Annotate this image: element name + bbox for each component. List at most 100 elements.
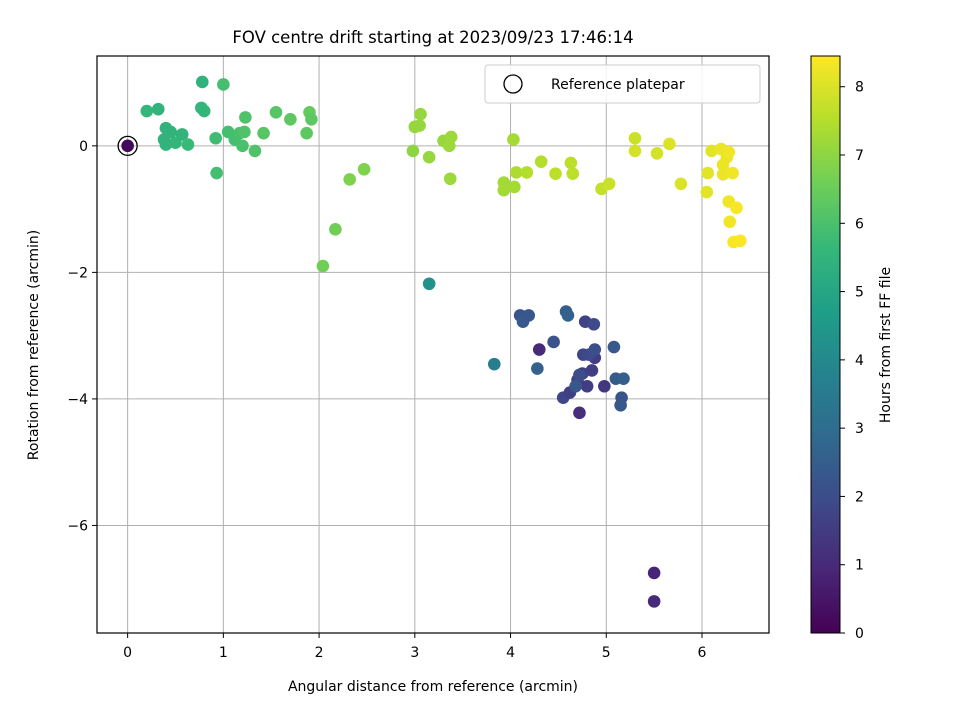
data-point — [121, 139, 134, 153]
data-point — [588, 343, 602, 356]
data-point — [300, 126, 313, 140]
data-point — [257, 126, 270, 140]
data-point — [647, 595, 661, 608]
x-tick-label: 3 — [410, 645, 419, 661]
data-point — [197, 104, 211, 118]
reference-marker — [117, 135, 138, 156]
data-point — [663, 137, 676, 151]
y-axis-label: Rotation from reference (arcmin) — [26, 230, 42, 460]
y-tick-label: 0 — [79, 139, 88, 155]
x-axis-label: Angular distance from reference (arcmin) — [288, 679, 578, 695]
colorbar-frame — [810, 55, 841, 634]
data-point — [534, 155, 548, 168]
y-tick-label: −6 — [67, 518, 88, 534]
data-point — [305, 112, 318, 126]
colorbar-label: Hours from first FF file — [878, 267, 894, 423]
y-tick-label: −4 — [67, 392, 88, 408]
data-point — [175, 128, 189, 141]
data-point — [531, 362, 544, 375]
colorbar-tick-label: 5 — [855, 285, 864, 301]
data-point — [628, 131, 642, 145]
data-point — [701, 166, 715, 180]
data-point — [566, 167, 580, 180]
data-point — [617, 372, 630, 385]
data-point — [195, 75, 209, 89]
legend-label: Reference platepar — [551, 77, 685, 93]
data-point — [316, 259, 330, 273]
data-point — [585, 364, 599, 377]
data-point — [573, 406, 586, 420]
data-point — [414, 107, 427, 121]
data-point — [507, 133, 520, 146]
data-point — [151, 102, 165, 116]
data-point — [357, 162, 371, 176]
reference-platepar-marker — [117, 135, 138, 156]
colorbar-tick-label: 8 — [855, 80, 864, 96]
data-point — [159, 138, 173, 151]
data-point — [209, 131, 223, 145]
data-point — [444, 130, 458, 144]
colorbar-tick-label: 4 — [855, 353, 864, 369]
data-point — [564, 156, 578, 170]
chart-title: FOV centre drift starting at 2023/09/23 … — [232, 28, 633, 47]
data-point — [509, 166, 523, 179]
x-tick-label: 1 — [219, 645, 228, 661]
data-point — [569, 379, 582, 393]
x-tick-label: 6 — [698, 645, 707, 661]
colorbar-tick-label: 1 — [855, 558, 864, 574]
data-point — [730, 201, 743, 215]
data-point — [497, 183, 511, 197]
colorbar: 0 1 2 3 4 5 6 7 8 Hours from first FF file — [810, 55, 894, 642]
data-point — [547, 335, 560, 349]
data-point — [628, 144, 642, 158]
data-point — [716, 168, 730, 181]
data-point — [650, 147, 664, 160]
data-point — [422, 277, 436, 291]
data-point — [140, 104, 154, 118]
data-point — [561, 309, 575, 322]
x-tick-label: 0 — [123, 645, 132, 661]
x-tick-label: 2 — [315, 645, 324, 661]
data-point — [422, 150, 436, 164]
data-point — [700, 185, 714, 199]
data-point — [549, 167, 562, 180]
data-point — [723, 215, 737, 229]
colorbar-tick-label: 0 — [855, 626, 864, 642]
data-point — [598, 379, 611, 393]
data-point — [487, 357, 501, 371]
data-point — [587, 317, 601, 331]
data-point — [181, 138, 195, 151]
legend: Reference platepar — [484, 64, 761, 104]
data-point — [580, 379, 594, 393]
data-point — [443, 172, 457, 186]
scatter-points — [121, 75, 747, 608]
data-point — [602, 177, 616, 191]
colorbar-gradient — [811, 56, 840, 633]
data-point — [614, 398, 627, 412]
colorbar-tick-label: 6 — [855, 216, 864, 232]
gridlines — [97, 56, 769, 633]
legend-reference-marker — [503, 74, 523, 94]
data-point — [269, 106, 283, 119]
data-point — [508, 180, 521, 194]
legend-box — [484, 64, 761, 104]
colorbar-tick-label: 2 — [855, 489, 864, 505]
colorbar-ticks: 0 1 2 3 4 5 6 7 8 — [840, 80, 864, 642]
x-axis-ticks: 0 1 2 3 4 5 6 — [123, 633, 707, 661]
data-point — [647, 566, 661, 580]
data-point — [733, 234, 747, 248]
data-point — [532, 343, 546, 356]
data-point — [239, 111, 252, 124]
data-point — [406, 144, 420, 158]
data-point — [722, 145, 736, 159]
data-point — [520, 166, 534, 179]
data-point — [164, 125, 178, 139]
plot-frame — [96, 55, 770, 634]
data-point — [217, 78, 230, 91]
data-point — [522, 309, 536, 322]
data-point — [236, 139, 249, 153]
x-tick-label: 4 — [506, 645, 515, 661]
data-point — [343, 173, 357, 186]
data-point — [248, 144, 262, 158]
